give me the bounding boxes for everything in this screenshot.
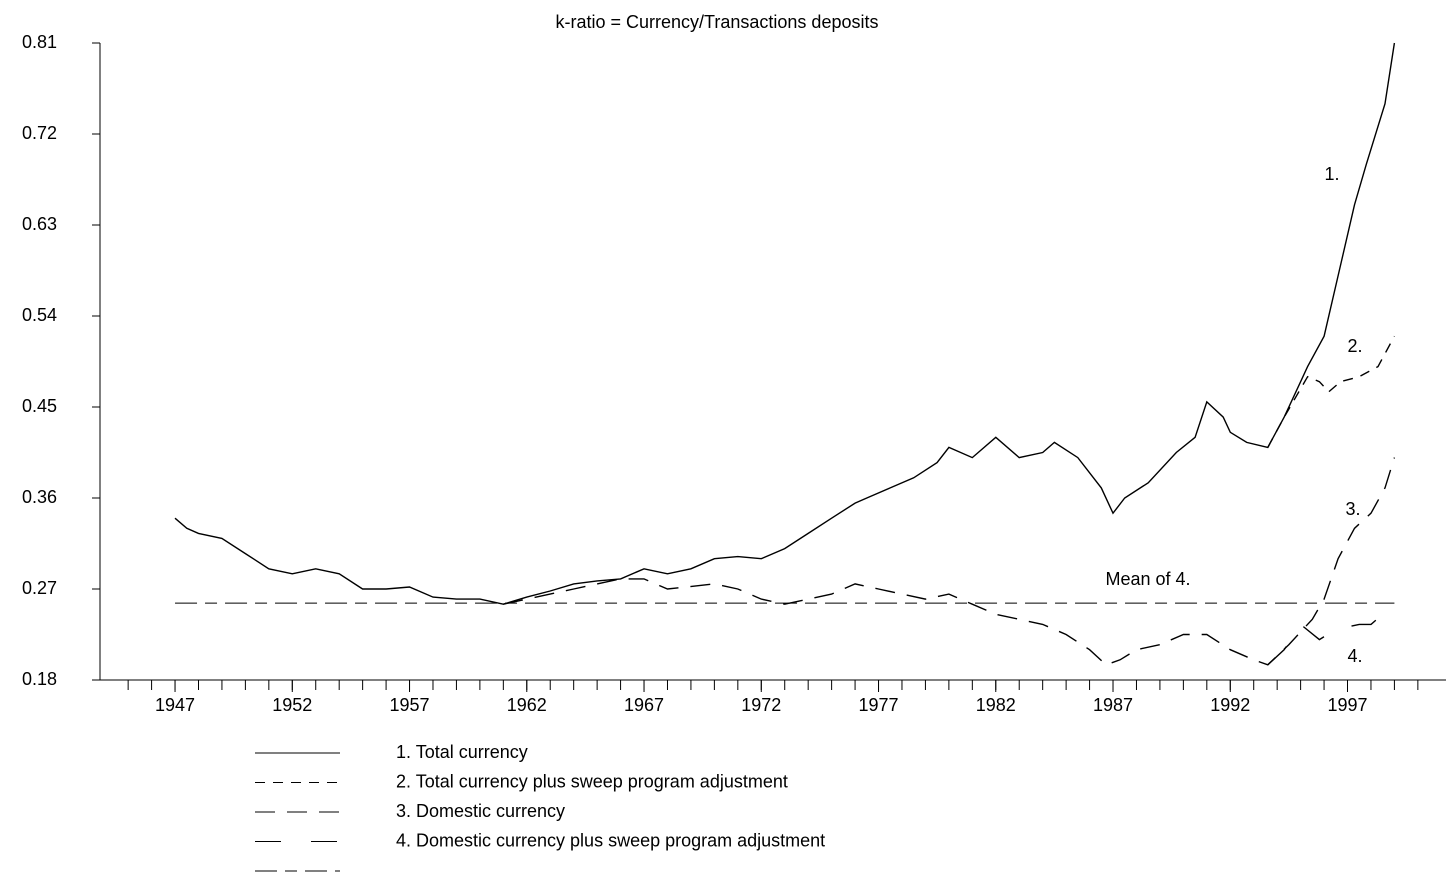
x-tick-label: 1972: [741, 695, 781, 715]
series-line: [1267, 613, 1384, 666]
x-tick-label: 1992: [1210, 695, 1250, 715]
x-tick-label: 1987: [1093, 695, 1133, 715]
series-line: [174, 42, 1396, 605]
x-tick-label: 1947: [155, 695, 195, 715]
y-tick-label: 0.18: [22, 669, 57, 689]
y-tick-label: 0.72: [22, 123, 57, 143]
series-annotation: 1.: [1324, 164, 1339, 184]
y-tick-label: 0.63: [22, 214, 57, 234]
series-annotation: 2.: [1347, 336, 1362, 356]
y-tick-label: 0.45: [22, 396, 57, 416]
x-tick-label: 1967: [624, 695, 664, 715]
chart-title: k-ratio = Currency/Transactions deposits: [556, 12, 879, 32]
x-tick-label: 1952: [272, 695, 312, 715]
y-tick-label: 0.54: [22, 305, 57, 325]
series-line: [1267, 335, 1396, 448]
x-tick-label: 1977: [858, 695, 898, 715]
legend-label: 4. Domestic currency plus sweep program …: [396, 830, 825, 850]
y-tick-label: 0.81: [22, 32, 57, 52]
series-line: [503, 457, 1396, 666]
x-tick-label: 1957: [390, 695, 430, 715]
mean-label: Mean of 4.: [1105, 569, 1190, 589]
x-tick-label: 1982: [976, 695, 1016, 715]
series-annotation: 4.: [1347, 646, 1362, 666]
legend-label: 1. Total currency: [396, 742, 528, 762]
y-tick-label: 0.27: [22, 578, 57, 598]
series-annotation: 3.: [1345, 499, 1360, 519]
x-tick-label: 1962: [507, 695, 547, 715]
legend-label: 2. Total currency plus sweep program adj…: [396, 771, 788, 791]
legend-label: 3. Domestic currency: [396, 801, 565, 821]
y-tick-label: 0.36: [22, 487, 57, 507]
x-tick-label: 1997: [1327, 695, 1367, 715]
